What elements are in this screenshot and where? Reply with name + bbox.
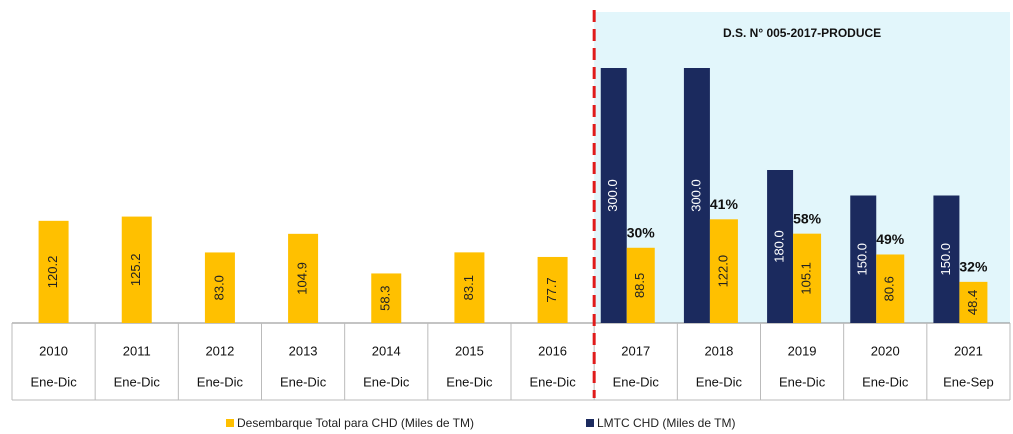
legend-swatch (226, 419, 234, 427)
legend-label: Desembarque Total para CHD (Miles de TM) (237, 416, 474, 430)
x-period-label: Ene-Dic (696, 374, 743, 389)
bar (454, 252, 485, 323)
x-tick-label: 2012 (205, 343, 234, 358)
x-tick-label: 2015 (455, 343, 484, 358)
bar (288, 233, 319, 323)
x-tick-label: 2014 (372, 343, 401, 358)
x-tick-label: 2018 (704, 343, 733, 358)
value-label: 105.1 (799, 262, 814, 295)
bar (793, 233, 822, 323)
value-label: 58.3 (378, 286, 393, 311)
share-label: 41% (710, 196, 739, 212)
bar (38, 220, 69, 323)
x-period-label: Ene-Sep (943, 374, 994, 389)
x-tick-label: 2019 (788, 343, 817, 358)
value-label: 88.5 (632, 273, 647, 298)
x-period-label: Ene-Dic (30, 374, 77, 389)
bar (600, 68, 627, 323)
bar (626, 247, 655, 323)
x-tick-label: 2020 (871, 343, 900, 358)
x-period-label: Ene-Dic (529, 374, 576, 389)
bar (371, 273, 402, 323)
bar (959, 281, 988, 323)
x-tick-label: 2016 (538, 343, 567, 358)
value-label: 77.7 (544, 277, 559, 302)
x-period-label: Ene-Dic (779, 374, 826, 389)
x-period-label: Ene-Dic (446, 374, 493, 389)
legend-swatch (586, 419, 594, 427)
value-label: 150.0 (855, 243, 870, 276)
value-label: 180.0 (772, 230, 787, 263)
value-label: 48.4 (965, 290, 980, 315)
value-label: 150.0 (938, 243, 953, 276)
value-label: 83.0 (211, 275, 226, 300)
annotation: D.S. N° 005-2017-PRODUCE (723, 26, 881, 40)
value-label: 300.0 (688, 179, 703, 212)
x-period-label: Ene-Dic (363, 374, 410, 389)
value-label: 122.0 (715, 255, 730, 288)
bar (683, 68, 710, 323)
x-tick-label: 2010 (39, 343, 68, 358)
bar (767, 170, 794, 323)
bar (933, 195, 960, 323)
x-period-label: Ene-Dic (862, 374, 909, 389)
bar (537, 256, 568, 323)
value-label: 104.9 (295, 262, 310, 295)
x-tick-label: 2017 (621, 343, 650, 358)
value-label: 80.6 (882, 276, 897, 301)
bar (850, 195, 877, 323)
x-tick-label: 2013 (289, 343, 318, 358)
share-label: 49% (876, 231, 905, 247)
share-label: 30% (627, 224, 656, 240)
bar (709, 219, 738, 323)
share-label: 32% (959, 259, 988, 275)
share-label: 58% (793, 210, 822, 226)
x-period-label: Ene-Dic (280, 374, 327, 389)
value-label: 300.0 (605, 179, 620, 212)
legend-label: LMTC CHD (Miles de TM) (597, 416, 735, 430)
value-label: 83.1 (461, 275, 476, 300)
x-tick-label: 2011 (123, 343, 151, 358)
x-period-label: Ene-Dic (613, 374, 660, 389)
bar (876, 254, 905, 323)
x-tick-label: 2021 (954, 343, 983, 358)
bar (121, 216, 152, 323)
x-period-label: Ene-Dic (197, 374, 244, 389)
x-period-label: Ene-Dic (114, 374, 161, 389)
value-label: 125.2 (128, 254, 143, 287)
bar (204, 252, 235, 323)
value-label: 120.2 (45, 256, 60, 289)
